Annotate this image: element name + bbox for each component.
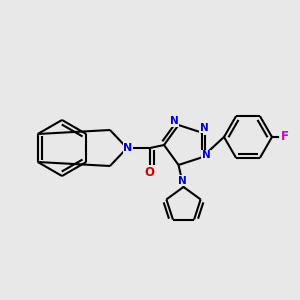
Text: N: N: [202, 150, 210, 160]
Text: N: N: [178, 176, 187, 186]
Text: F: F: [281, 130, 289, 143]
Text: N: N: [200, 123, 208, 133]
Text: N: N: [123, 143, 133, 153]
Text: O: O: [144, 166, 154, 178]
Text: N: N: [170, 116, 179, 126]
